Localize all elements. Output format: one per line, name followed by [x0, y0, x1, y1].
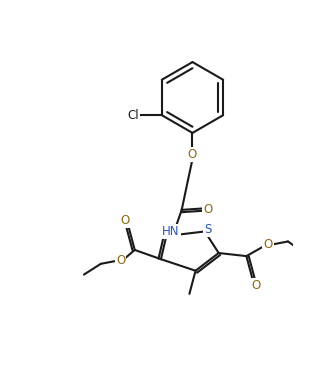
Text: O: O [251, 279, 260, 292]
Text: O: O [116, 254, 126, 267]
Text: HN: HN [162, 225, 180, 238]
Text: O: O [188, 148, 197, 161]
Text: Cl: Cl [127, 109, 139, 122]
Text: O: O [263, 238, 273, 251]
Text: O: O [121, 214, 130, 227]
Text: O: O [203, 203, 213, 215]
Text: S: S [204, 223, 212, 236]
